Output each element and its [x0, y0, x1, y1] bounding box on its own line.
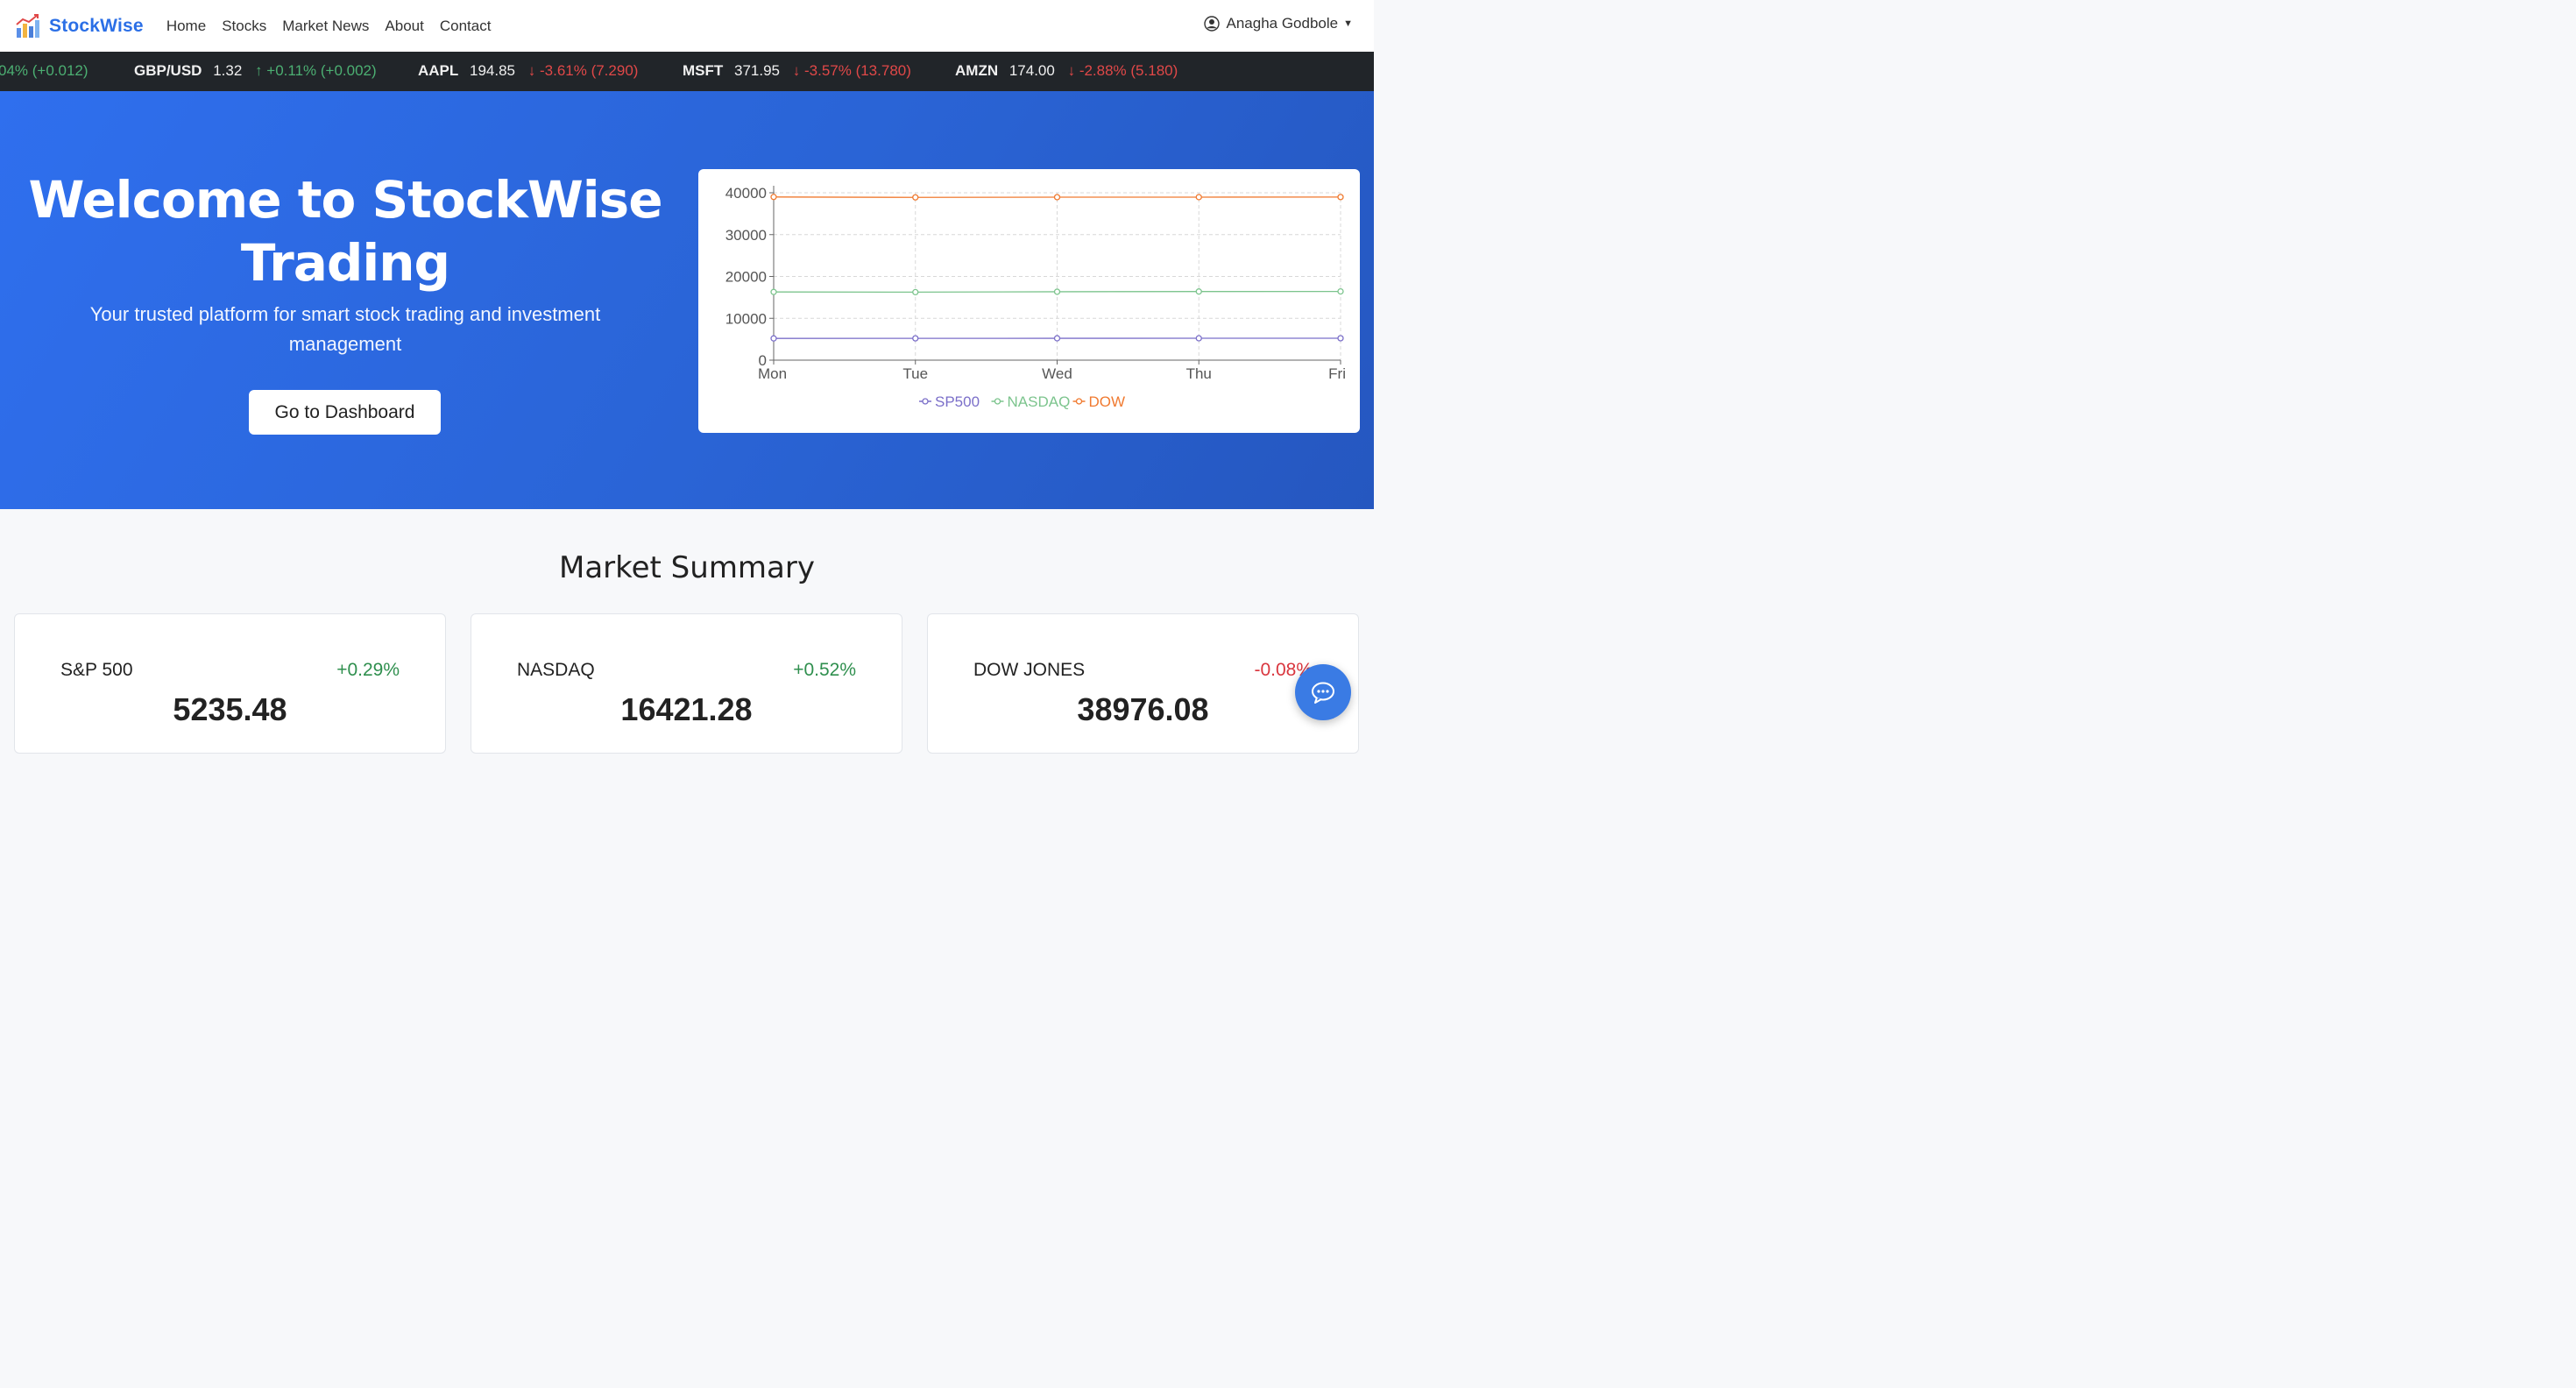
- data-point-dow: [770, 194, 777, 201]
- ticker-price: 1.32: [213, 62, 243, 79]
- ticker-price: 194.85: [470, 62, 516, 79]
- ticker-change: -3.61% (7.290): [539, 62, 639, 79]
- chat-bubble-icon: [1312, 682, 1334, 704]
- y-tick-label: 10000: [725, 310, 767, 327]
- chart-logo-icon: [16, 13, 39, 38]
- card-change: +0.52%: [793, 660, 856, 680]
- data-point-sp500: [912, 335, 919, 342]
- summary-card-nasdaq[interactable]: NASDAQ +0.52% 16421.28: [471, 613, 902, 754]
- hero-subtitle-line: Your trusted platform for smart stock tr…: [89, 303, 601, 325]
- card-index-name: DOW JONES: [973, 660, 1086, 680]
- card-value: 38976.08: [1077, 691, 1209, 727]
- legend-label: NASDAQ: [1008, 393, 1071, 410]
- y-tick-label: 30000: [725, 227, 767, 244]
- hero-subtitle: Your trusted platform for smart stock tr…: [39, 300, 652, 359]
- nav-home[interactable]: Home: [166, 17, 207, 34]
- summary-card-sp500[interactable]: S&P 500 +0.29% 5235.48: [14, 613, 446, 754]
- card-value: 16421.28: [620, 691, 753, 727]
- data-point-dow: [1053, 194, 1061, 201]
- brand-name: StockWise: [49, 15, 144, 36]
- x-tick-label: Fri: [1328, 365, 1346, 382]
- data-point-nasdaq: [1337, 287, 1344, 295]
- user-menu[interactable]: Anagha Godbole ▼: [1203, 15, 1353, 32]
- ticker-item: MSFT 371.95 ↓ -3.57% (13.780): [683, 62, 911, 80]
- ticker-item: AMZN 174.00 ↓ -2.88% (5.180): [955, 62, 1178, 80]
- ticker-symbol: GBP/USD: [134, 62, 202, 79]
- arrow-down-icon: ↓: [527, 62, 540, 79]
- card-value: 5235.48: [173, 691, 287, 727]
- ticker-price: 371.95: [734, 62, 781, 79]
- data-point-nasdaq: [912, 288, 919, 296]
- nav-about[interactable]: About: [385, 17, 424, 34]
- ticker-price: 174.00: [1008, 62, 1055, 79]
- arrow-down-icon: ↓: [792, 62, 804, 79]
- ticker-symbol: AMZN: [955, 62, 999, 79]
- hero-subtitle-line: management: [288, 333, 402, 355]
- nav-links: Home Stocks Market News About Contact: [166, 18, 507, 35]
- brand[interactable]: StockWise: [14, 12, 144, 40]
- go-to-dashboard-button[interactable]: Go to Dashboard: [249, 390, 441, 435]
- data-point-nasdaq: [1053, 288, 1061, 295]
- data-point-dow: [912, 194, 919, 201]
- x-tick-label: Wed: [1042, 365, 1072, 382]
- ticker-item: AAPL 194.85 ↓ -3.61% (7.290): [418, 62, 638, 80]
- ticker-change: +0.11% (+0.002): [266, 62, 377, 79]
- nav-contact[interactable]: Contact: [439, 17, 492, 34]
- ticker-change: -3.57% (13.780): [803, 62, 911, 79]
- market-line-chart: 0 10000 20000 30000 40000 Mon Tue Wed Thu Fri SP50…: [725, 185, 1346, 410]
- user-name: Anagha Godbole: [1226, 15, 1339, 32]
- data-point-nasdaq: [770, 288, 777, 295]
- ticker-item: 04% (+0.012): [0, 62, 88, 80]
- legend-swatch-marker: [922, 398, 929, 405]
- chat-button[interactable]: [1295, 664, 1351, 720]
- nav-market-news[interactable]: Market News: [282, 17, 370, 34]
- legend-label: SP500: [935, 393, 980, 410]
- legend-label: DOW: [1089, 393, 1126, 410]
- card-change: +0.29%: [336, 660, 400, 680]
- card-change: -0.08%: [1254, 660, 1313, 680]
- arrow-down-icon: ↓: [1067, 62, 1079, 79]
- market-summary-title: Market Summary: [559, 550, 815, 585]
- x-tick-label: Thu: [1186, 365, 1212, 382]
- x-tick-label: Mon: [758, 365, 787, 382]
- y-tick-label: 20000: [725, 269, 767, 286]
- nav-stocks[interactable]: Stocks: [222, 17, 267, 34]
- hero-section: Welcome to StockWise Trading Your truste…: [0, 91, 1374, 509]
- caret-down-icon: ▼: [1343, 18, 1353, 29]
- user-icon: [1203, 16, 1220, 32]
- data-point-dow: [1337, 194, 1344, 201]
- navbar: StockWise Home Stocks Market News About …: [0, 0, 1374, 52]
- card-index-name: NASDAQ: [517, 660, 595, 680]
- data-point-sp500: [770, 335, 777, 342]
- card-index-name: S&P 500: [60, 660, 133, 680]
- legend-swatch-marker: [1075, 398, 1083, 405]
- market-chart-card: 0 10000 20000 30000 40000 Mon Tue Wed Thu Fri SP50…: [698, 169, 1360, 433]
- hero-title-line: Trading: [240, 233, 450, 293]
- x-tick-label: Tue: [902, 365, 928, 382]
- data-point-dow: [1195, 194, 1202, 201]
- data-point-sp500: [1053, 335, 1061, 342]
- y-tick-label: 40000: [725, 185, 767, 202]
- ticker-symbol: MSFT: [683, 62, 724, 79]
- data-point-nasdaq: [1195, 288, 1202, 295]
- ticker-item: GBP/USD 1.32 ↑ +0.11% (+0.002): [134, 62, 377, 80]
- y-tick-label: 0: [759, 352, 767, 369]
- summary-card-dow-jones[interactable]: DOW JONES -0.08% 38976.08: [927, 613, 1359, 754]
- data-point-sp500: [1195, 335, 1202, 342]
- ticker-symbol: AAPL: [418, 62, 459, 79]
- legend-swatch-marker: [994, 398, 1001, 405]
- data-point-sp500: [1337, 335, 1344, 342]
- hero-title: Welcome to StockWise Trading: [26, 168, 664, 294]
- arrow-up-icon: ↑: [255, 62, 267, 79]
- ticker-change: -2.88% (5.180): [1079, 62, 1178, 79]
- ticker-change: 04% (+0.012): [0, 62, 88, 79]
- stock-ticker: 04% (+0.012) GBP/USD 1.32 ↑ +0.11% (+0.0…: [0, 52, 1374, 91]
- hero-title-line: Welcome to StockWise: [28, 170, 662, 230]
